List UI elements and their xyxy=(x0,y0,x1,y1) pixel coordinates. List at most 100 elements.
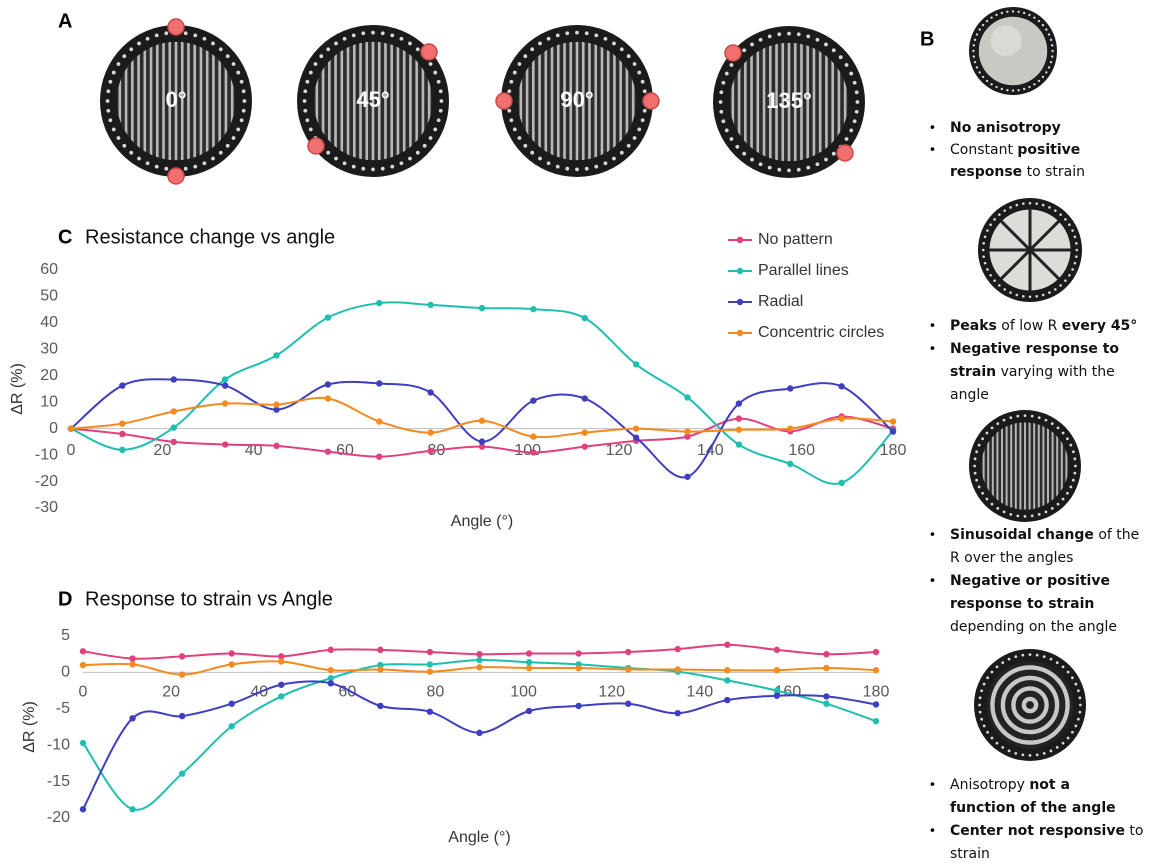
data-point xyxy=(80,662,86,668)
data-point xyxy=(129,661,135,667)
data-point xyxy=(530,449,536,455)
data-point xyxy=(80,740,86,746)
electrode xyxy=(1028,86,1030,88)
electrode xyxy=(991,503,994,506)
electrode xyxy=(604,161,608,165)
data-point xyxy=(838,480,844,486)
electrode xyxy=(759,162,763,166)
electrode xyxy=(982,242,985,245)
y-tick-label: -5 xyxy=(56,700,70,717)
electrode xyxy=(530,47,534,51)
electrode xyxy=(1068,223,1071,226)
electrode xyxy=(986,229,989,232)
data-point xyxy=(222,376,228,382)
electrode xyxy=(1031,514,1034,517)
electrode xyxy=(1048,33,1050,35)
electrode xyxy=(983,725,986,728)
series-line xyxy=(83,681,876,809)
bullet-text: Peaks of low R every 45° xyxy=(950,318,1137,334)
electrode xyxy=(1076,249,1079,252)
data-point xyxy=(80,806,86,812)
electrode xyxy=(122,144,126,148)
data-point xyxy=(823,665,829,671)
electrode xyxy=(641,80,645,84)
bullet-text: strain varying with the xyxy=(950,364,1115,380)
electrode xyxy=(1067,737,1070,740)
data-point xyxy=(325,314,331,320)
electrode xyxy=(232,136,236,140)
electrode xyxy=(129,47,133,51)
electrode xyxy=(845,137,849,141)
electrode xyxy=(1079,704,1082,707)
electrode xyxy=(243,99,247,103)
electrode xyxy=(996,742,999,745)
electrode xyxy=(1062,742,1065,745)
y-tick-label: 0 xyxy=(61,664,70,681)
electrode xyxy=(122,54,126,58)
electrode xyxy=(240,80,244,84)
bullet-text: No anisotropy xyxy=(950,120,1061,136)
electrode xyxy=(1038,80,1040,82)
data-point xyxy=(724,667,730,673)
electrode xyxy=(725,129,729,133)
electrode xyxy=(1017,89,1019,91)
text-run: depending on the angle xyxy=(950,619,1117,635)
electrode xyxy=(352,33,356,37)
electrode xyxy=(986,432,989,435)
bullet-text: Constant positive xyxy=(950,142,1080,158)
electrode xyxy=(981,437,984,440)
data-point xyxy=(427,429,433,435)
sample-photo xyxy=(974,649,1086,761)
electrode xyxy=(1016,514,1019,517)
data-point xyxy=(273,443,279,449)
electrode xyxy=(1051,507,1054,510)
surface-patch xyxy=(991,25,1022,56)
electrode xyxy=(986,676,989,679)
electrode xyxy=(981,492,984,495)
data-point xyxy=(575,650,581,656)
text-run: Negative response to xyxy=(950,341,1119,357)
electrode xyxy=(972,50,974,52)
electrode xyxy=(1057,503,1060,506)
electrode xyxy=(1016,415,1019,418)
electrode xyxy=(612,42,616,46)
data-point xyxy=(377,666,383,672)
marker xyxy=(168,168,184,184)
electrode xyxy=(721,119,725,123)
electrode xyxy=(989,274,992,277)
electrode xyxy=(1036,654,1039,657)
electrode xyxy=(989,223,992,226)
y-tick-label: 40 xyxy=(40,314,58,331)
electrode xyxy=(1016,204,1019,207)
electrode xyxy=(193,33,197,37)
x-tick-label: 80 xyxy=(427,684,445,701)
data-point xyxy=(530,306,536,312)
electrode xyxy=(1009,416,1012,419)
electrode xyxy=(1051,44,1053,46)
electrode xyxy=(211,157,215,161)
electrode xyxy=(849,72,853,76)
x-tick-label: 0 xyxy=(79,684,88,701)
electrode xyxy=(1038,20,1040,22)
data-point xyxy=(427,668,433,674)
data-point xyxy=(427,649,433,655)
electrode xyxy=(777,168,781,172)
electrode xyxy=(305,118,309,122)
electrode xyxy=(750,158,754,162)
data-point xyxy=(129,806,135,812)
electrode xyxy=(556,33,560,37)
data-point xyxy=(873,718,879,724)
electrode xyxy=(742,152,746,156)
electrode xyxy=(855,110,859,114)
electrode xyxy=(108,118,112,122)
data-point xyxy=(273,352,279,358)
electrode xyxy=(982,249,985,252)
x-tick-label: 120 xyxy=(598,684,625,701)
electrode xyxy=(1062,432,1065,435)
bullet: • xyxy=(930,119,935,135)
electrode xyxy=(309,128,313,132)
electrode xyxy=(1045,28,1047,30)
electrode xyxy=(1042,24,1044,26)
electrode xyxy=(1001,746,1004,749)
electrode xyxy=(1062,666,1065,669)
